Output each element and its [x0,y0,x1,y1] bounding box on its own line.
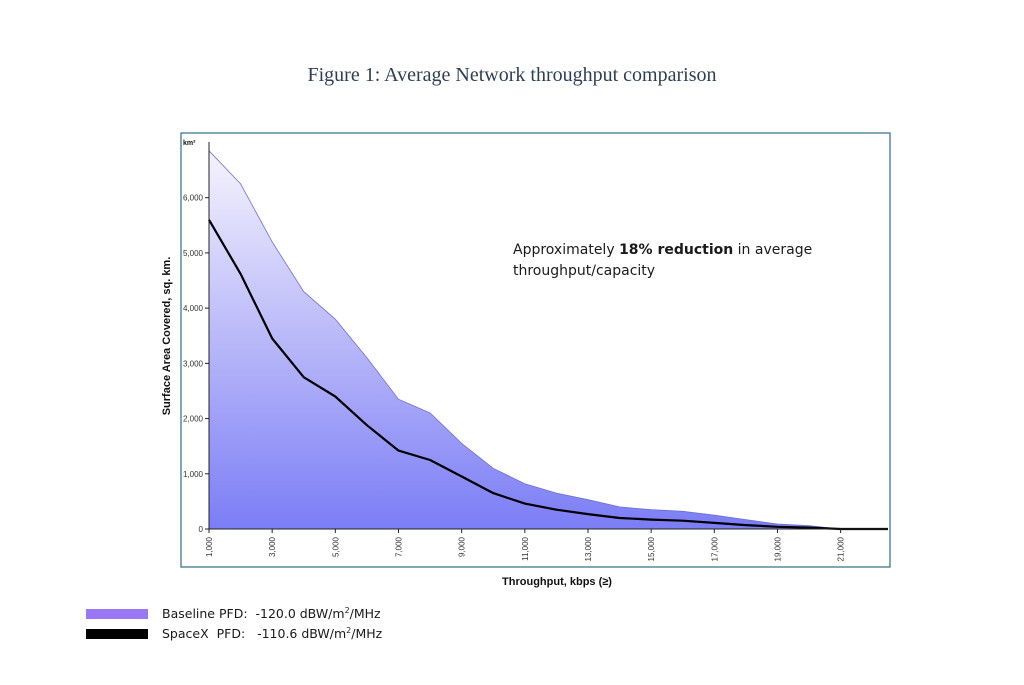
y-tick-label: 4,000 [183,304,204,313]
chart-annotation: Approximately 18% reduction in average t… [513,240,833,282]
legend-label-spacex: SpaceX PFD: -110.6 dBW/m2/MHz [162,626,382,641]
legend-text-suffix: /MHz [351,626,383,642]
y-axis-title: Surface Area Covered, sq. km. [161,257,173,416]
y-tick-label: 1,000 [183,470,204,479]
x-tick-label: 19,000 [773,536,782,561]
x-tick-label: 11,000 [521,536,530,560]
annotation-bold: 18% reduction [619,242,734,258]
x-tick-label: 17,000 [710,536,719,561]
annotation-prefix: Approximately [513,242,620,258]
y-tick-label: 5,000 [183,249,204,258]
legend-item-spacex: SpaceX PFD: -110.6 dBW/m2/MHz [86,624,382,644]
legend-swatch-spacex [86,629,148,639]
x-tick-label: 9,000 [458,536,467,557]
x-tick-label: 21,000 [837,536,846,561]
y-tick-label: 3,000 [183,359,204,368]
legend-label-baseline: Baseline PFD: -120.0 dBW/m2/MHz [162,606,381,621]
x-tick-label: 7,000 [394,536,403,557]
legend-text-suffix: /MHz [349,606,381,622]
legend-swatch-baseline [86,609,148,619]
x-tick-label: 13,000 [584,536,593,561]
legend-text-sup: 2 [344,606,350,616]
x-tick-label: 1,000 [205,536,214,557]
legend-text-prefix: Baseline PFD: -120.0 dBW/m [162,606,345,622]
x-tick-label: 5,000 [331,536,340,557]
figure-title: Figure 1: Average Network throughput com… [307,64,717,86]
legend-text-prefix: SpaceX PFD: -110.6 dBW/m [162,626,347,642]
y-tick-label: 0 [199,525,204,534]
y-tick-label: 2,000 [183,415,204,424]
legend-text-sup: 2 [346,626,352,636]
baseline-edge-line [208,150,888,530]
spacex-line [208,219,888,531]
x-tick-label: 15,000 [647,536,656,561]
legend-item-baseline: Baseline PFD: -120.0 dBW/m2/MHz [86,604,381,624]
x-tick-label: 3,000 [268,536,277,557]
x-axis-title: Throughput, kbps (≥) [502,576,612,588]
y-tick-label: 6,000 [183,194,204,203]
y-unit-label: km² [183,140,196,147]
annotation-suffix: in average throughput/capacity [513,242,813,279]
